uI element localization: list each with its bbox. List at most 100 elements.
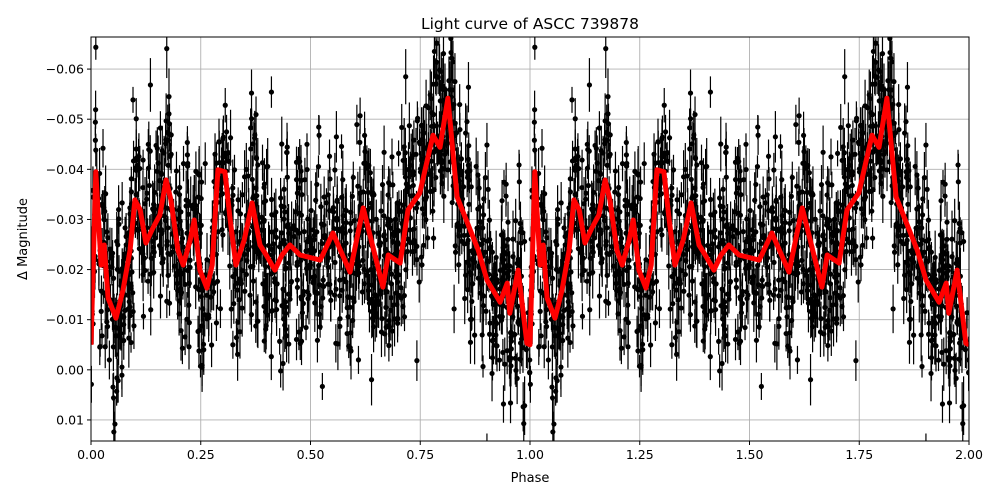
data-point xyxy=(414,358,420,364)
data-point xyxy=(284,224,290,230)
data-point xyxy=(753,337,760,343)
data-point xyxy=(465,287,471,293)
data-point xyxy=(464,119,470,125)
data-point xyxy=(621,281,627,287)
data-point xyxy=(467,316,474,323)
data-point xyxy=(708,308,714,314)
data-point xyxy=(496,357,503,363)
data-point xyxy=(355,357,362,363)
data-point xyxy=(890,306,896,312)
data-point xyxy=(879,51,886,57)
data-point xyxy=(233,229,239,235)
data-point xyxy=(371,192,377,198)
data-point xyxy=(718,141,724,147)
data-point xyxy=(268,354,274,360)
data-point xyxy=(170,243,176,250)
data-point xyxy=(250,195,256,201)
data-point xyxy=(237,211,244,217)
data-point xyxy=(834,320,840,326)
data-point xyxy=(829,182,835,188)
data-point xyxy=(355,183,361,189)
data-point xyxy=(330,205,336,211)
data-point xyxy=(140,184,146,191)
data-point xyxy=(279,141,285,147)
data-point xyxy=(919,225,925,231)
data-point xyxy=(242,288,248,294)
data-point xyxy=(165,250,171,257)
data-point xyxy=(243,271,250,278)
data-point xyxy=(855,279,861,285)
data-point xyxy=(803,165,809,171)
data-point xyxy=(294,277,300,283)
data-point xyxy=(298,296,305,302)
data-point xyxy=(131,323,137,329)
data-point xyxy=(235,197,241,203)
data-point xyxy=(451,101,457,108)
data-point xyxy=(357,113,363,119)
data-point xyxy=(217,306,224,312)
data-point xyxy=(332,167,338,173)
data-point xyxy=(401,144,407,150)
data-point xyxy=(609,243,615,250)
data-point xyxy=(114,375,120,381)
data-point xyxy=(98,288,105,294)
data-point xyxy=(184,139,190,146)
data-point xyxy=(862,103,868,109)
data-point xyxy=(325,281,331,287)
data-point xyxy=(758,383,764,390)
data-point xyxy=(215,229,221,235)
data-point xyxy=(350,295,356,301)
data-point xyxy=(603,46,609,52)
data-point xyxy=(123,242,129,248)
data-point xyxy=(492,272,499,278)
data-point xyxy=(199,323,205,329)
data-point xyxy=(122,307,128,314)
data-point xyxy=(475,275,481,281)
data-point xyxy=(119,372,125,378)
data-point xyxy=(859,129,865,136)
data-point xyxy=(108,255,115,261)
data-point xyxy=(641,160,647,167)
data-point xyxy=(658,227,664,233)
data-point xyxy=(332,259,338,266)
data-point xyxy=(411,137,417,143)
data-point xyxy=(126,335,132,341)
data-point xyxy=(688,176,694,183)
data-point xyxy=(612,189,618,195)
data-point xyxy=(918,332,924,338)
data-point xyxy=(102,208,108,214)
data-point xyxy=(549,395,556,401)
data-point xyxy=(840,144,846,150)
data-point xyxy=(676,211,683,217)
data-point xyxy=(102,344,108,350)
data-point xyxy=(368,377,375,383)
data-point xyxy=(185,211,192,217)
data-point xyxy=(304,265,310,272)
data-point xyxy=(489,355,496,361)
data-point xyxy=(771,167,777,173)
data-point xyxy=(877,68,883,75)
data-point xyxy=(273,234,279,241)
data-point xyxy=(333,340,339,346)
data-point xyxy=(740,229,746,235)
data-point xyxy=(234,287,240,293)
data-point xyxy=(777,143,784,150)
data-point xyxy=(872,123,878,129)
data-point xyxy=(767,289,773,295)
data-point xyxy=(485,186,491,192)
data-point xyxy=(532,147,538,153)
data-point xyxy=(338,143,345,150)
data-point xyxy=(252,132,258,138)
data-point xyxy=(480,363,486,370)
data-point xyxy=(543,229,549,235)
data-point xyxy=(952,367,958,374)
data-point xyxy=(849,172,855,178)
data-point xyxy=(787,348,793,354)
data-point xyxy=(733,277,739,283)
data-point xyxy=(541,344,547,350)
data-point xyxy=(388,281,395,287)
data-point xyxy=(265,295,271,301)
data-point xyxy=(277,338,283,344)
data-point xyxy=(248,146,254,152)
data-point xyxy=(754,163,761,170)
